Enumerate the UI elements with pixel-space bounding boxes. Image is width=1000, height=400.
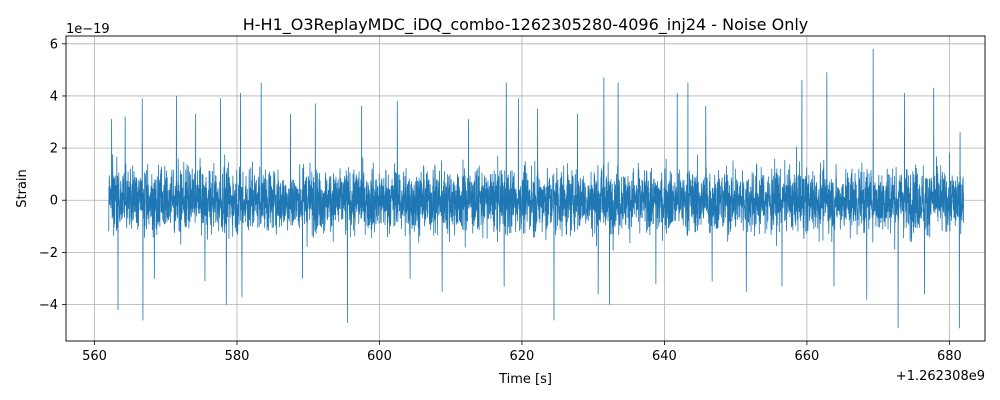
chart-title: H-H1_O3ReplayMDC_iDQ_combo-1262305280-40… [243,15,809,35]
y-tick-label: 6 [50,37,58,52]
y-tick-label: 2 [50,142,58,157]
y-tick-label: −2 [39,246,58,261]
x-axis-offset-label: +1.262308e9 [896,369,985,384]
x-tick-label: 560 [82,349,107,364]
x-tick-label: 600 [367,349,392,364]
x-tick-label: 680 [937,349,962,364]
y-axis-label: Strain [15,169,30,208]
x-tick-label: 580 [225,349,250,364]
plot-area-frame [65,35,986,342]
y-tick-label: −4 [39,298,58,313]
y-axis-ticks: −4 −2 0 2 4 6 [39,37,66,313]
x-tick-label: 640 [652,349,677,364]
x-axis-label: Time [s] [498,372,552,387]
x-tick-label: 620 [510,349,535,364]
y-axis-scale-label: 1e−19 [66,22,110,37]
strain-series-line [108,48,965,329]
x-axis-ticks: 560 580 600 620 640 660 680 [82,341,962,364]
y-tick-label: 4 [50,89,58,104]
y-tick-label: 0 [50,194,58,209]
x-tick-label: 660 [794,349,819,364]
